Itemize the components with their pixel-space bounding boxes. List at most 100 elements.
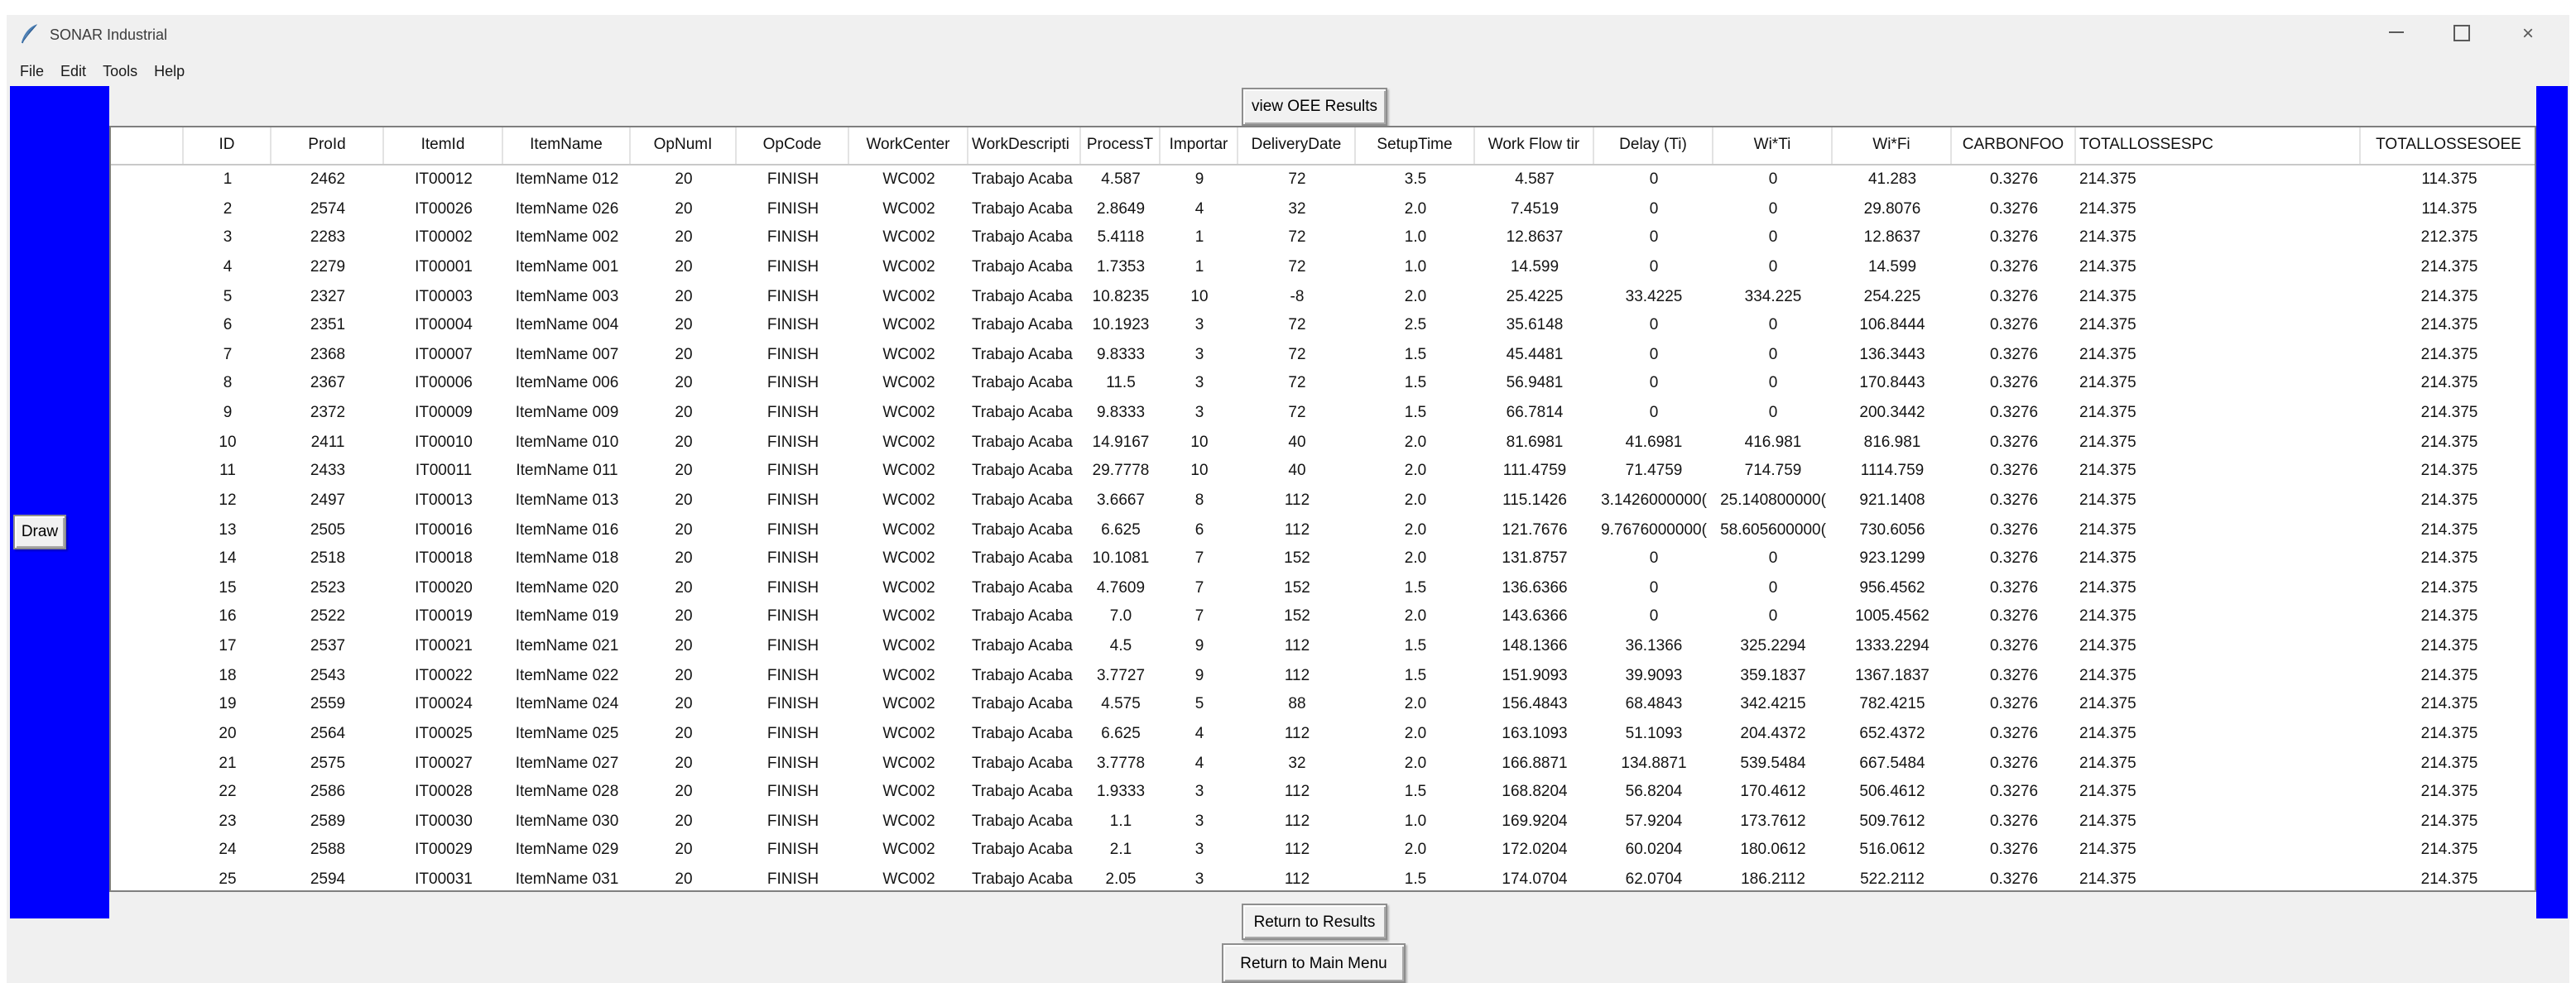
- table-row[interactable]: 23 2589 IT00030 ItemName 030 20 FINISH WC002 Tr…: [111, 807, 2535, 837]
- table-row[interactable]: 16 2522 IT00019 ItemName 019 20 FINISH WC002 Tr…: [111, 602, 2535, 632]
- table-row[interactable]: 9 2372 IT00009 ItemName 009 20 FINISH WC002 Tra…: [111, 399, 2535, 429]
- cell: 1.0: [1404, 228, 1427, 247]
- column-header-proid[interactable]: ProId: [272, 127, 384, 164]
- table-row[interactable]: 7 2368 IT00007 ItemName 007 20 FINISH WC002 Tra…: [111, 340, 2535, 370]
- cell: 112: [1284, 666, 1310, 685]
- column-header-workdescripti[interactable]: WorkDescripti: [968, 127, 1081, 164]
- cell: 1.5: [1404, 870, 1427, 889]
- cell: 214.375: [2079, 783, 2136, 802]
- table-row[interactable]: 17 2537 IT00021 ItemName 021 20 FINISH WC002 Tr…: [111, 632, 2535, 662]
- cell: 0.3276: [1989, 316, 2039, 335]
- table-row[interactable]: 14 2518 IT00018 ItemName 018 20 FINISH WC002 Tr…: [111, 544, 2535, 574]
- cell: 0: [1768, 607, 1778, 626]
- table-row[interactable]: 13 2505 IT00016 ItemName 016 20 FINISH WC002 Tr…: [111, 515, 2535, 545]
- return-to-results-button[interactable]: Return to Results: [1242, 904, 1387, 940]
- cell: 40: [1288, 433, 1306, 452]
- table-row[interactable]: 11 2433 IT00011 ItemName 011 20 FINISH WC002 Tr…: [111, 457, 2535, 487]
- column-header-totallossesoee[interactable]: TOTALLOSSESOEE: [2361, 127, 2535, 164]
- cell: 163.1093: [1502, 724, 1568, 743]
- cell: 112: [1284, 520, 1310, 539]
- maximize-button[interactable]: [2429, 15, 2495, 50]
- cell: 214.375: [2420, 462, 2478, 481]
- cell: 2411: [310, 433, 345, 452]
- column-header-carbonfoo[interactable]: CARBONFOO: [1952, 127, 2076, 164]
- table-row[interactable]: 20 2564 IT00025 ItemName 025 20 FINISH WC002 Tr…: [111, 719, 2535, 749]
- cell: 0.3276: [1989, 637, 2039, 655]
- cell: 17: [219, 637, 237, 655]
- cell: WC002: [882, 870, 935, 889]
- view-oee-results-button[interactable]: view OEE Results: [1242, 88, 1387, 126]
- table-row[interactable]: 12 2497 IT00013 ItemName 013 20 FINISH WC002 Tr…: [111, 486, 2535, 515]
- table-row[interactable]: 2 2574 IT00026 ItemName 026 20 FINISH WC002 Tra…: [111, 194, 2535, 224]
- column-header-opnumi[interactable]: OpNumI: [631, 127, 737, 164]
- cell: ItemName 012: [515, 170, 619, 189]
- cell: 2.0: [1404, 607, 1427, 626]
- column-header-itemid[interactable]: ItemId: [384, 127, 503, 164]
- cell: 4: [1194, 199, 1204, 218]
- table-row[interactable]: 4 2279 IT00001 ItemName 001 20 FINISH WC002 Tra…: [111, 252, 2535, 282]
- cell: 20: [219, 724, 237, 743]
- column-header-setuptime[interactable]: SetupTime: [1356, 127, 1475, 164]
- cell: 7: [1194, 578, 1204, 597]
- column-header-workcenter[interactable]: WorkCenter: [849, 127, 968, 164]
- table-row[interactable]: 25 2594 IT00031 ItemName 031 20 FINISH WC002 Tr…: [111, 866, 2535, 890]
- table-row[interactable]: 24 2588 IT00029 ItemName 029 20 FINISH WC002 Tr…: [111, 836, 2535, 866]
- table-row[interactable]: 8 2367 IT00006 ItemName 006 20 FINISH WC002 Tra…: [111, 369, 2535, 399]
- table-row[interactable]: 22 2586 IT00028 ItemName 028 20 FINISH WC002 Tr…: [111, 778, 2535, 808]
- cell: 0: [1649, 199, 1659, 218]
- cell: 36.1366: [1625, 637, 1683, 655]
- menu-help[interactable]: Help: [154, 63, 185, 79]
- menu-file[interactable]: File: [20, 63, 45, 79]
- cell: 1: [223, 170, 233, 189]
- table-row[interactable]: 5 2327 IT00003 ItemName 003 20 FINISH WC002 Tra…: [111, 282, 2535, 312]
- cell: 5.4118: [1097, 228, 1145, 247]
- table-row[interactable]: 10 2411 IT00010 ItemName 010 20 FINISH WC002 Tr…: [111, 428, 2535, 458]
- table-row[interactable]: 1 2462 IT00012 ItemName 012 20 FINISH WC002 Tra…: [111, 165, 2535, 195]
- menu-edit[interactable]: Edit: [60, 63, 87, 79]
- cell: 2.0: [1404, 433, 1427, 452]
- cell: 214.375: [2079, 228, 2136, 247]
- cell: FINISH: [767, 812, 819, 831]
- cell: 0.3276: [1989, 841, 2039, 860]
- cell: FINISH: [767, 783, 819, 802]
- menu-tools[interactable]: Tools: [103, 63, 138, 79]
- tree-column-header[interactable]: [111, 127, 184, 164]
- cell: 29.7778: [1092, 462, 1150, 481]
- cell: 9.8333: [1096, 404, 1146, 422]
- column-header-itemname[interactable]: ItemName: [503, 127, 631, 164]
- tree-cell: [111, 194, 184, 223]
- column-header-delay-ti-[interactable]: Delay (Ti): [1594, 127, 1713, 164]
- table-row[interactable]: 21 2575 IT00027 ItemName 027 20 FINISH WC002 Tr…: [111, 749, 2535, 779]
- table-row[interactable]: 19 2559 IT00024 ItemName 024 20 FINISH WC002 Tr…: [111, 690, 2535, 720]
- draw-button[interactable]: Draw: [13, 515, 66, 549]
- column-header-deliverydate[interactable]: DeliveryDate: [1238, 127, 1356, 164]
- table-row[interactable]: 18 2543 IT00022 ItemName 022 20 FINISH WC002 Tr…: [111, 661, 2535, 691]
- column-header-id[interactable]: ID: [184, 127, 272, 164]
- cell: ItemName 024: [515, 695, 619, 714]
- column-header-opcode[interactable]: OpCode: [737, 127, 849, 164]
- column-header-wi-ti[interactable]: Wi*Ti: [1713, 127, 1833, 164]
- cell: 0.3276: [1989, 812, 2039, 831]
- tree-cell: [111, 428, 184, 457]
- column-header-work-flow-tir[interactable]: Work Flow tir: [1475, 127, 1594, 164]
- return-to-main-menu-button[interactable]: Return to Main Menu: [1222, 943, 1406, 983]
- column-header-processt[interactable]: ProcessT: [1081, 127, 1161, 164]
- cell: 923.1299: [1859, 549, 1925, 568]
- table-row[interactable]: 15 2523 IT00020 ItemName 020 20 FINISH WC002 Tr…: [111, 573, 2535, 603]
- cell: ItemName 013: [515, 491, 619, 510]
- table-row[interactable]: 6 2351 IT00004 ItemName 004 20 FINISH WC002 Tra…: [111, 311, 2535, 341]
- cell: ItemName 028: [515, 783, 619, 802]
- column-header-importar[interactable]: Importar: [1161, 127, 1238, 164]
- cell: 921.1408: [1859, 491, 1925, 510]
- close-button[interactable]: ×: [2495, 15, 2561, 50]
- column-header-totallossespc[interactable]: TOTALLOSSESPC: [2076, 127, 2361, 164]
- window-controls: ×: [2362, 15, 2561, 50]
- table-row[interactable]: 3 2283 IT00002 ItemName 002 20 FINISH WC002 Tra…: [111, 223, 2535, 253]
- cell: Trabajo Acaba: [972, 783, 1073, 802]
- cell: 20: [675, 374, 693, 393]
- column-header-wi-fi[interactable]: Wi*Fi: [1833, 127, 1952, 164]
- minimize-button[interactable]: [2362, 15, 2429, 50]
- cell: 0: [1768, 170, 1778, 189]
- cell: 0.3276: [1989, 491, 2039, 510]
- cell: 0: [1768, 199, 1778, 218]
